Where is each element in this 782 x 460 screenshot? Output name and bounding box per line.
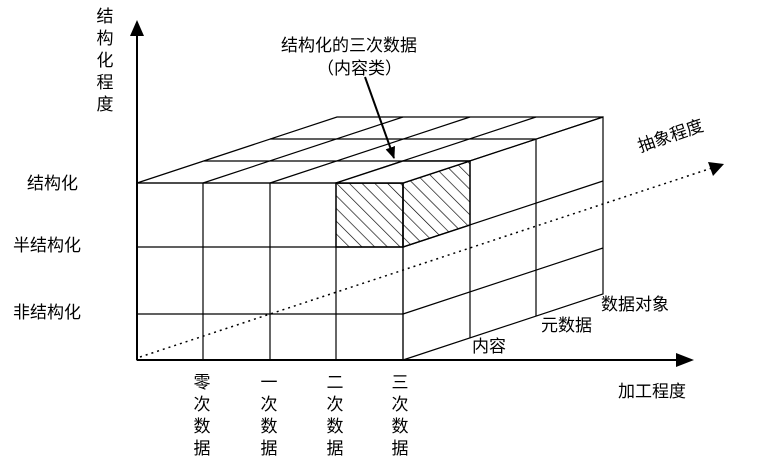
- processing-level-three: 三次数据: [391, 373, 409, 459]
- x-axis-arrowhead: [676, 353, 694, 367]
- y-axis-title: 结构化程度: [96, 7, 114, 115]
- processing-level-zero: 零次数据: [193, 373, 211, 459]
- callout-title: 结构化的三次数据: [281, 36, 417, 56]
- x-axis-title: 加工程度: [618, 382, 686, 402]
- abstraction-level-content: 内容: [472, 337, 506, 357]
- abstraction-level-data-object: 数据对象: [601, 295, 669, 315]
- highlighted-cell: [335, 160, 471, 248]
- abstraction-axis-arrowhead: [708, 162, 724, 176]
- structure-level-structured: 结构化: [27, 174, 78, 194]
- callout-arrow: [364, 76, 395, 159]
- processing-level-one: 一次数据: [260, 373, 278, 459]
- processing-level-two: 二次数据: [326, 373, 344, 459]
- structure-level-unstructured: 非结构化: [13, 303, 81, 323]
- abstraction-level-metadata: 元数据: [541, 316, 592, 336]
- callout-subtitle: （内容类）: [317, 59, 402, 79]
- y-axis-arrowhead: [130, 20, 144, 36]
- structure-level-semi-structured: 半结构化: [13, 236, 81, 256]
